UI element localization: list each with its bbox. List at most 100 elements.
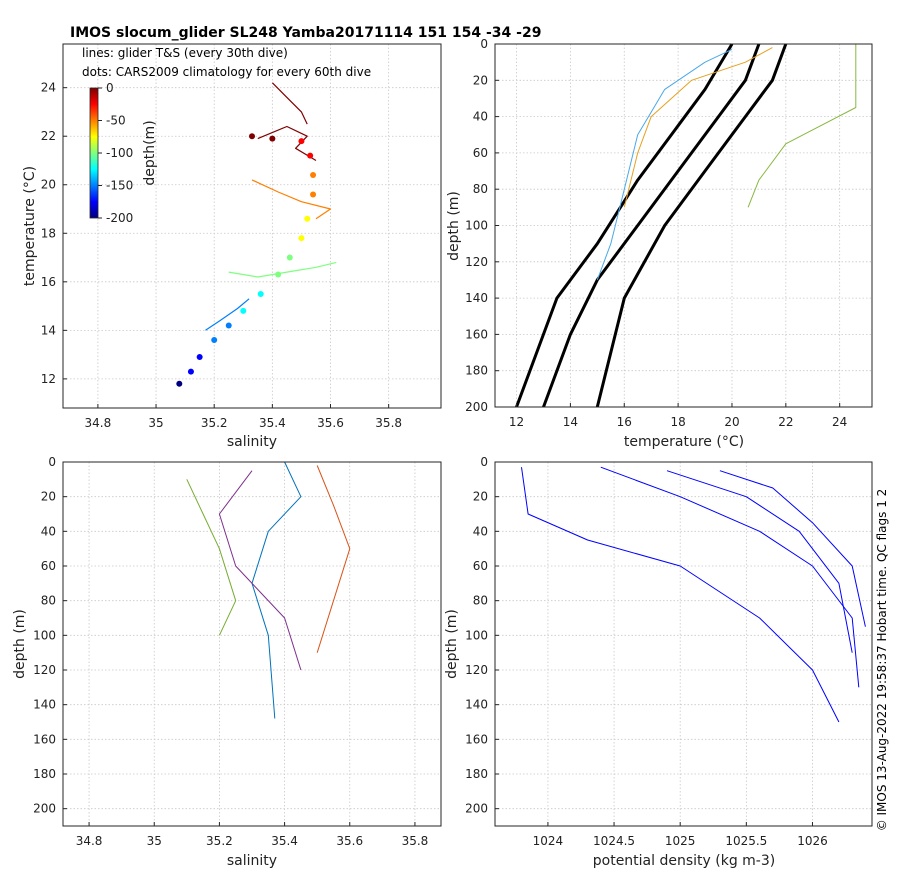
y-tick-label: 120 xyxy=(465,663,488,677)
x-tick-label: 12 xyxy=(509,415,524,429)
y-tick-label: 180 xyxy=(33,767,56,781)
y-tick-label: 100 xyxy=(465,219,488,233)
y-tick-label: 60 xyxy=(473,559,488,573)
glider-ts-line xyxy=(228,261,337,278)
x-tick-label: 35.2 xyxy=(206,834,233,848)
glider-temperature-line xyxy=(747,44,857,208)
glider-ts-line xyxy=(257,125,317,162)
y-tick-label: 140 xyxy=(465,291,488,305)
colorbar xyxy=(89,87,99,219)
y-tick-label: 160 xyxy=(33,732,56,746)
climatology-dot xyxy=(269,135,276,142)
y-tick-label: 180 xyxy=(465,364,488,378)
y-tick-label: 0 xyxy=(480,455,488,469)
climatology-dot xyxy=(275,271,282,278)
profile-line xyxy=(521,467,840,723)
ts-annotation-dots: dots: CARS2009 climatology for every 60t… xyxy=(82,65,371,79)
x-tick-label: 35.8 xyxy=(375,416,402,430)
y-tick-label: 140 xyxy=(465,698,488,712)
climatology-dot xyxy=(304,215,311,222)
x-tick-label: 1024 xyxy=(533,834,564,848)
y-tick-label: 16 xyxy=(41,275,56,289)
y-tick-label: 14 xyxy=(41,323,56,337)
profile-line xyxy=(600,466,860,688)
salinity-depth-panel: 34.8 35 35.2 35.4 35.6 35.8 0 20 40 60 80 100 120 140… xyxy=(12,455,442,869)
x-tick-label: 18 xyxy=(670,415,685,429)
y-tick-label: 24 xyxy=(41,81,56,95)
climatology-dot xyxy=(286,254,293,261)
y-tick-label: 40 xyxy=(41,524,56,538)
y-tick-label: 140 xyxy=(33,698,56,712)
profile-line xyxy=(186,479,237,636)
x-tick-label: 22 xyxy=(778,415,793,429)
x-tick-label: 35.6 xyxy=(317,416,344,430)
x-tick-label: 20 xyxy=(724,415,739,429)
y-tick-label: 180 xyxy=(465,767,488,781)
climatology-profile-line xyxy=(595,43,788,408)
y-tick-label: 0 xyxy=(480,37,488,51)
climatology-dot xyxy=(249,133,255,140)
climatology-dot xyxy=(225,322,232,329)
y-tick-label: 20 xyxy=(41,490,56,504)
credit-text: © IMOS 13-Aug-2022 19:58:37 Hobart time.… xyxy=(875,489,889,832)
density-depth-y-label: depth (m) xyxy=(444,609,460,679)
ts-axes-frame xyxy=(62,43,442,409)
x-tick-label: 1026 xyxy=(797,834,828,848)
y-tick-label: 20 xyxy=(473,490,488,504)
glider-temperature-line xyxy=(623,47,773,208)
colorbar-tick-label: -200 xyxy=(106,211,133,225)
salinity-depth-axes-frame xyxy=(62,461,442,827)
climatology-dot xyxy=(176,380,183,387)
y-tick-label: 100 xyxy=(33,628,56,642)
temperature-depth-panel: 12 14 16 18 20 22 24 0 20 40 60 80 100 120 140 160 180 20… xyxy=(446,37,873,450)
glider-ts-line xyxy=(271,82,308,125)
glider-ts-line xyxy=(251,179,332,220)
x-tick-label: 34.8 xyxy=(76,834,103,848)
x-tick-label: 35 xyxy=(148,416,163,430)
y-tick-label: 0 xyxy=(48,455,56,469)
salinity-depth-x-label: salinity xyxy=(227,853,277,869)
y-tick-label: 40 xyxy=(473,524,488,538)
ts-annotation-lines: lines: glider T&S (every 30th dive) xyxy=(82,46,288,60)
y-tick-label: 80 xyxy=(473,594,488,608)
y-tick-label: 200 xyxy=(465,802,488,816)
y-tick-label: 12 xyxy=(41,372,56,386)
climatology-dot xyxy=(240,307,247,314)
density-depth-panel: 1024 1024.5 1025 1025.5 1026 0 20 40 60 80 100 120 1… xyxy=(444,455,873,869)
x-tick-label: 14 xyxy=(563,415,578,429)
climatology-dot xyxy=(310,191,317,198)
x-tick-label: 35.4 xyxy=(259,416,286,430)
x-tick-label: 16 xyxy=(617,415,632,429)
ts-y-label: temperature (°C) xyxy=(22,166,38,286)
y-tick-label: 18 xyxy=(41,226,56,240)
climatology-dot xyxy=(211,337,218,344)
y-tick-label: 60 xyxy=(41,559,56,573)
x-tick-label: 35.4 xyxy=(271,834,298,848)
y-tick-label: 120 xyxy=(465,255,488,269)
y-tick-label: 100 xyxy=(465,628,488,642)
y-tick-label: 200 xyxy=(33,802,56,816)
y-tick-label: 20 xyxy=(473,73,488,87)
y-tick-label: 40 xyxy=(473,110,488,124)
colorbar-ticks: 0 -50 -100 -150 -200 xyxy=(98,81,133,225)
climatology-dot xyxy=(196,354,203,361)
salinity-depth-y-label: depth (m) xyxy=(12,609,28,679)
profile-line xyxy=(316,465,351,653)
climatology-dot xyxy=(310,172,317,179)
x-tick-label: 35.8 xyxy=(402,834,429,848)
x-tick-label: 34.8 xyxy=(85,416,112,430)
climatology-dot xyxy=(307,152,314,159)
profile-line xyxy=(251,461,302,719)
x-tick-label: 1025.5 xyxy=(725,834,767,848)
y-tick-label: 120 xyxy=(33,663,56,677)
colorbar-tick-label: -100 xyxy=(106,146,133,160)
profile-line xyxy=(666,470,853,653)
x-tick-label: 24 xyxy=(832,415,847,429)
y-tick-label: 22 xyxy=(41,129,56,143)
colorbar-tick-label: -50 xyxy=(106,114,126,128)
y-tick-label: 160 xyxy=(465,732,488,746)
figure-title: IMOS slocum_glider SL248 Yamba20171114 1… xyxy=(70,25,541,41)
colorbar-label: depth(m) xyxy=(142,120,158,185)
colorbar-tick-label: -150 xyxy=(106,179,133,193)
x-tick-label: 1024.5 xyxy=(593,834,635,848)
